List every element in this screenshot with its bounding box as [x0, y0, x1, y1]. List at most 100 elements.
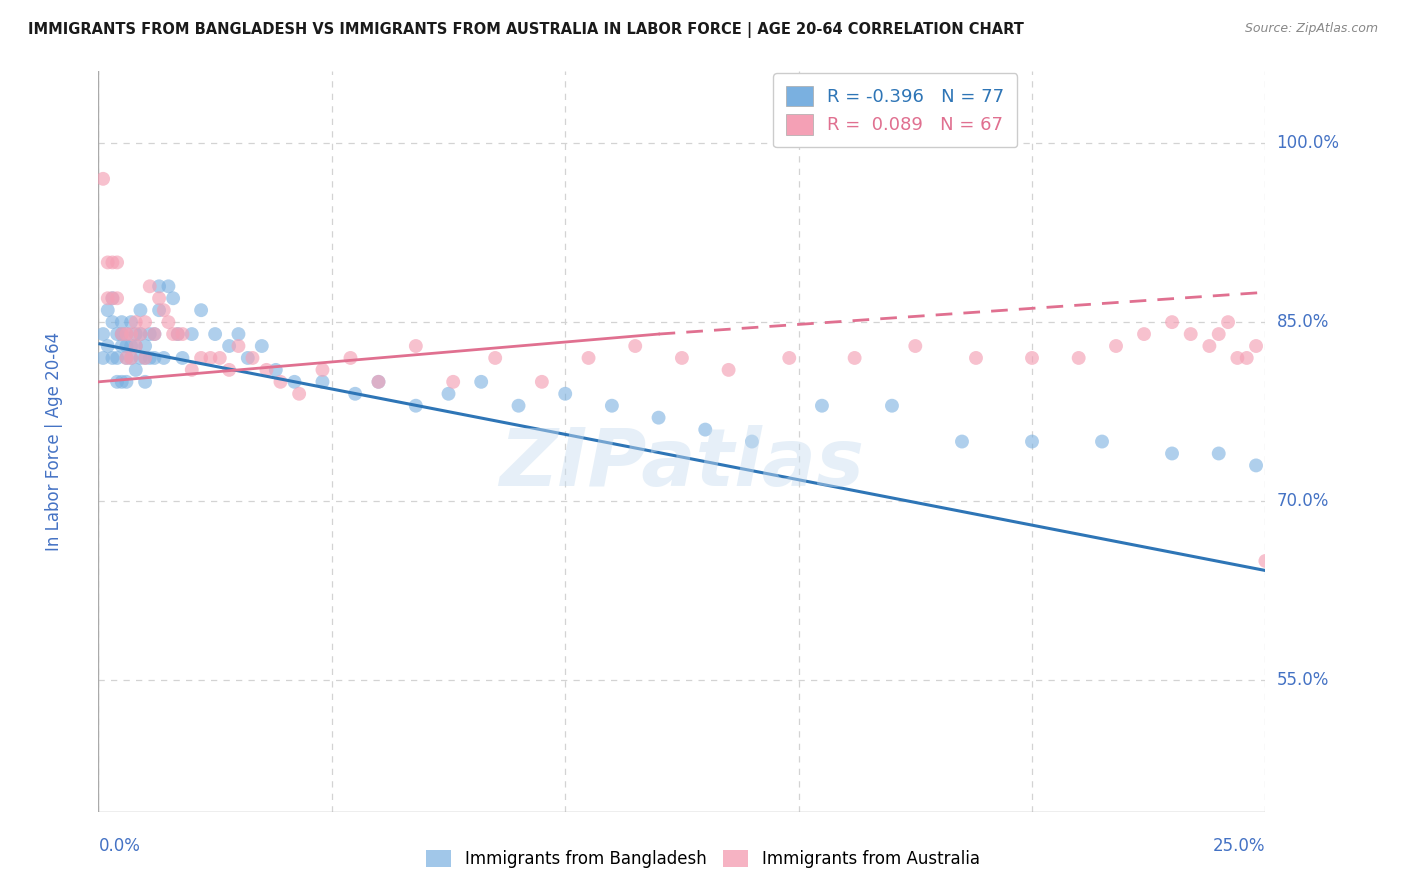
Point	[91, 327, 114, 342]
Text: Source: ZipAtlas.com: Source: ZipAtlas.com	[1244, 22, 1378, 36]
Point	[166, 327, 188, 342]
Point	[311, 363, 333, 377]
Point	[143, 351, 166, 365]
Point	[204, 327, 226, 342]
Point	[97, 339, 120, 353]
Point	[288, 386, 311, 401]
Text: ZIPatlas: ZIPatlas	[499, 425, 865, 503]
Point	[1264, 554, 1286, 568]
Point	[367, 375, 389, 389]
Point	[120, 339, 142, 353]
Legend: Immigrants from Bangladesh, Immigrants from Australia: Immigrants from Bangladesh, Immigrants f…	[420, 843, 986, 875]
Point	[218, 339, 240, 353]
Point	[269, 375, 291, 389]
Point	[115, 351, 138, 365]
Text: 85.0%: 85.0%	[1277, 313, 1329, 331]
Text: 100.0%: 100.0%	[1277, 134, 1340, 152]
Point	[1319, 530, 1341, 544]
Point	[1067, 351, 1090, 365]
Point	[1292, 494, 1315, 508]
Point	[143, 327, 166, 342]
Point	[152, 351, 174, 365]
Point	[180, 327, 202, 342]
Point	[1216, 315, 1239, 329]
Point	[811, 399, 834, 413]
Point	[101, 255, 124, 269]
Point	[111, 327, 134, 342]
Point	[228, 327, 250, 342]
Point	[1208, 327, 1230, 342]
Point	[904, 339, 927, 353]
Point	[105, 327, 128, 342]
Text: In Labor Force | Age 20-64: In Labor Force | Age 20-64	[45, 332, 63, 551]
Point	[134, 375, 156, 389]
Point	[97, 303, 120, 318]
Point	[97, 291, 120, 305]
Point	[624, 339, 647, 353]
Point	[1272, 554, 1295, 568]
Point	[283, 375, 305, 389]
Point	[115, 327, 138, 342]
Point	[344, 386, 367, 401]
Point	[228, 339, 250, 353]
Point	[111, 375, 134, 389]
Point	[1236, 351, 1258, 365]
Point	[139, 279, 162, 293]
Point	[180, 363, 202, 377]
Text: IMMIGRANTS FROM BANGLADESH VS IMMIGRANTS FROM AUSTRALIA IN LABOR FORCE | AGE 20-: IMMIGRANTS FROM BANGLADESH VS IMMIGRANTS…	[28, 22, 1024, 38]
Point	[162, 291, 184, 305]
Point	[91, 351, 114, 365]
Point	[120, 351, 142, 365]
Legend: R = -0.396   N = 77, R =  0.089   N = 67: R = -0.396 N = 77, R = 0.089 N = 67	[773, 73, 1017, 147]
Point	[1282, 541, 1305, 556]
Point	[120, 315, 142, 329]
Point	[1329, 541, 1351, 556]
Point	[339, 351, 361, 365]
Point	[120, 351, 142, 365]
Point	[1021, 351, 1043, 365]
Point	[111, 327, 134, 342]
Point	[105, 291, 128, 305]
Point	[1133, 327, 1156, 342]
Point	[139, 351, 162, 365]
Point	[172, 327, 194, 342]
Point	[105, 375, 128, 389]
Point	[101, 291, 124, 305]
Point	[125, 363, 148, 377]
Point	[1198, 339, 1220, 353]
Point	[166, 327, 188, 342]
Point	[129, 327, 152, 342]
Text: 0.0%: 0.0%	[98, 837, 141, 855]
Point	[1254, 554, 1277, 568]
Text: 55.0%: 55.0%	[1277, 672, 1329, 690]
Point	[1244, 458, 1267, 473]
Point	[148, 279, 170, 293]
Point	[950, 434, 973, 449]
Point	[148, 303, 170, 318]
Point	[1021, 434, 1043, 449]
Point	[115, 375, 138, 389]
Point	[778, 351, 800, 365]
Point	[1310, 518, 1333, 533]
Point	[1161, 315, 1184, 329]
Point	[256, 363, 278, 377]
Point	[264, 363, 287, 377]
Point	[647, 410, 669, 425]
Point	[530, 375, 553, 389]
Point	[208, 351, 231, 365]
Point	[437, 386, 460, 401]
Point	[695, 423, 717, 437]
Point	[1244, 339, 1267, 353]
Point	[1161, 446, 1184, 460]
Point	[554, 386, 576, 401]
Point	[101, 291, 124, 305]
Point	[200, 351, 222, 365]
Point	[120, 327, 142, 342]
Point	[441, 375, 464, 389]
Point	[844, 351, 866, 365]
Point	[190, 351, 212, 365]
Point	[152, 303, 174, 318]
Point	[1091, 434, 1114, 449]
Point	[600, 399, 623, 413]
Point	[1208, 446, 1230, 460]
